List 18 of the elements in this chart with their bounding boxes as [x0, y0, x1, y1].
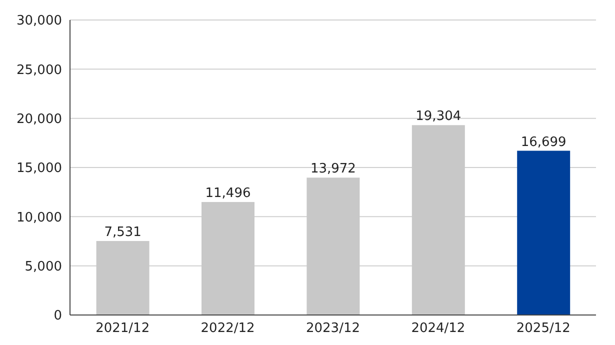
data-label: 7,531 — [104, 224, 142, 240]
x-tick-label: 2021/12 — [96, 321, 150, 336]
y-tick-label: 5,000 — [24, 259, 62, 274]
y-tick-label: 30,000 — [16, 14, 62, 29]
bar — [517, 150, 570, 315]
x-tick-label: 2024/12 — [411, 321, 466, 336]
y-tick-label: 20,000 — [16, 112, 62, 127]
y-tick-label: 25,000 — [16, 62, 62, 78]
data-label: 11,496 — [205, 186, 251, 201]
x-tick-label: 2025/12 — [516, 321, 570, 336]
data-label: 13,972 — [310, 162, 356, 177]
data-label: 16,699 — [520, 134, 566, 150]
data-label: 19,304 — [416, 109, 462, 124]
x-tick-label: 2023/12 — [306, 321, 360, 336]
y-tick-label: 15,000 — [16, 161, 62, 176]
x-tick-label: 2022/12 — [200, 321, 255, 336]
y-tick-label: 0 — [54, 308, 62, 324]
y-tick-label: 10,000 — [16, 210, 62, 226]
